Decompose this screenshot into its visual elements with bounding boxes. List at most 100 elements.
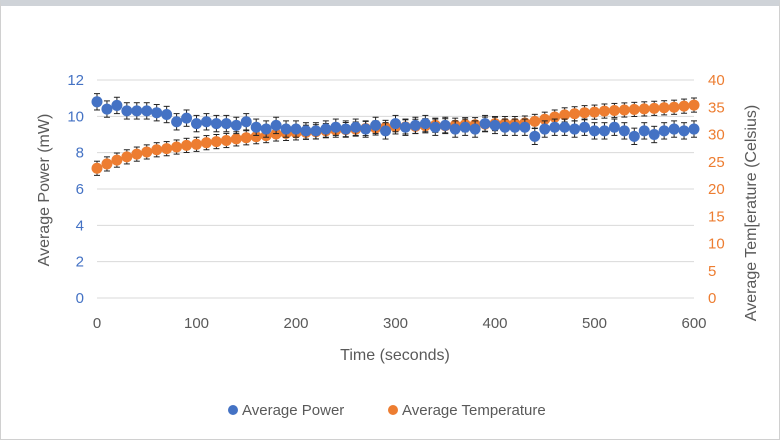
data-point[interactable] <box>200 137 212 149</box>
data-point[interactable] <box>589 106 600 118</box>
data-point[interactable] <box>340 123 352 135</box>
data-point[interactable] <box>579 121 591 133</box>
data-point[interactable] <box>608 121 620 133</box>
data-point[interactable] <box>390 118 401 130</box>
data-point[interactable] <box>300 125 312 137</box>
data-point[interactable] <box>648 102 660 114</box>
data-point[interactable] <box>638 125 650 137</box>
legend-item-temperature[interactable]: Average Temperature <box>388 402 546 419</box>
data-point[interactable] <box>549 121 561 133</box>
data-point[interactable] <box>469 123 481 135</box>
data-point[interactable] <box>579 107 591 119</box>
data-point[interactable] <box>240 116 252 128</box>
data-point[interactable] <box>628 103 640 115</box>
data-point[interactable] <box>618 125 630 137</box>
data-point[interactable] <box>380 125 392 137</box>
data-point[interactable] <box>161 143 173 155</box>
data-point[interactable] <box>200 116 212 128</box>
data-point[interactable] <box>210 118 222 130</box>
data-point[interactable] <box>549 111 561 123</box>
data-point[interactable] <box>559 121 571 133</box>
data-point[interactable] <box>260 123 272 135</box>
data-point[interactable] <box>250 131 262 143</box>
data-point[interactable] <box>171 116 183 128</box>
data-point[interactable] <box>569 123 581 135</box>
data-point[interactable] <box>539 123 551 135</box>
data-point[interactable] <box>101 103 113 115</box>
data-point[interactable] <box>191 118 202 130</box>
data-point[interactable] <box>171 141 183 153</box>
data-point[interactable] <box>191 138 202 150</box>
data-point[interactable] <box>499 121 511 133</box>
x-tick-label: 200 <box>283 315 308 332</box>
data-point[interactable] <box>539 113 551 125</box>
data-point[interactable] <box>509 121 521 133</box>
data-point[interactable] <box>638 103 650 115</box>
data-point[interactable] <box>360 123 372 135</box>
data-point[interactable] <box>250 121 262 133</box>
data-point[interactable] <box>350 121 362 133</box>
data-point[interactable] <box>111 154 123 166</box>
data-point[interactable] <box>449 123 461 135</box>
data-point[interactable] <box>529 115 541 127</box>
data-point[interactable] <box>270 119 282 131</box>
data-point[interactable] <box>131 148 143 160</box>
data-point[interactable] <box>320 123 332 135</box>
data-point[interactable] <box>330 121 342 133</box>
data-point[interactable] <box>628 130 640 142</box>
data-point[interactable] <box>370 119 382 131</box>
data-point[interactable] <box>569 108 581 120</box>
data-point[interactable] <box>489 119 501 131</box>
data-point[interactable] <box>648 129 660 140</box>
right-tick-label: 35 <box>708 99 725 116</box>
data-point[interactable] <box>151 107 163 119</box>
data-point[interactable] <box>310 125 322 137</box>
data-point[interactable] <box>459 121 471 133</box>
data-point[interactable] <box>240 132 252 144</box>
data-point[interactable] <box>210 136 222 148</box>
data-point[interactable] <box>141 105 153 117</box>
data-point[interactable] <box>668 101 680 113</box>
data-point[interactable] <box>91 96 103 108</box>
data-point[interactable] <box>429 121 441 133</box>
data-point[interactable] <box>688 99 700 111</box>
data-point[interactable] <box>230 119 242 131</box>
left-tick-label: 2 <box>76 254 84 271</box>
data-point[interactable] <box>688 123 700 135</box>
data-point[interactable] <box>479 118 491 130</box>
data-point[interactable] <box>290 123 302 135</box>
data-point[interactable] <box>220 118 232 130</box>
data-point[interactable] <box>181 139 193 151</box>
data-point[interactable] <box>608 105 620 117</box>
data-point[interactable] <box>280 123 292 135</box>
data-point[interactable] <box>598 105 610 117</box>
data-point[interactable] <box>141 146 153 158</box>
data-point[interactable] <box>181 112 193 124</box>
data-point[interactable] <box>399 121 411 133</box>
data-point[interactable] <box>121 151 133 163</box>
data-point[interactable] <box>131 105 143 117</box>
data-point[interactable] <box>111 99 123 111</box>
legend-item-power[interactable]: Average Power <box>228 402 344 419</box>
data-point[interactable] <box>220 134 232 146</box>
data-point[interactable] <box>559 109 571 121</box>
data-point[interactable] <box>151 144 163 156</box>
data-point[interactable] <box>678 100 690 112</box>
data-point[interactable] <box>409 119 421 131</box>
data-point[interactable] <box>519 121 531 133</box>
data-point[interactable] <box>439 119 451 131</box>
data-point[interactable] <box>589 125 600 137</box>
data-point[interactable] <box>121 105 133 117</box>
data-point[interactable] <box>668 123 680 135</box>
data-point[interactable] <box>598 125 610 137</box>
data-point[interactable] <box>161 109 173 121</box>
data-point[interactable] <box>618 104 630 116</box>
data-point[interactable] <box>419 118 431 130</box>
data-point[interactable] <box>658 125 670 137</box>
data-point[interactable] <box>658 102 670 114</box>
data-point[interactable] <box>230 133 242 145</box>
data-point[interactable] <box>101 158 113 170</box>
data-point[interactable] <box>91 162 103 174</box>
data-point[interactable] <box>678 125 690 137</box>
data-point[interactable] <box>529 130 541 142</box>
